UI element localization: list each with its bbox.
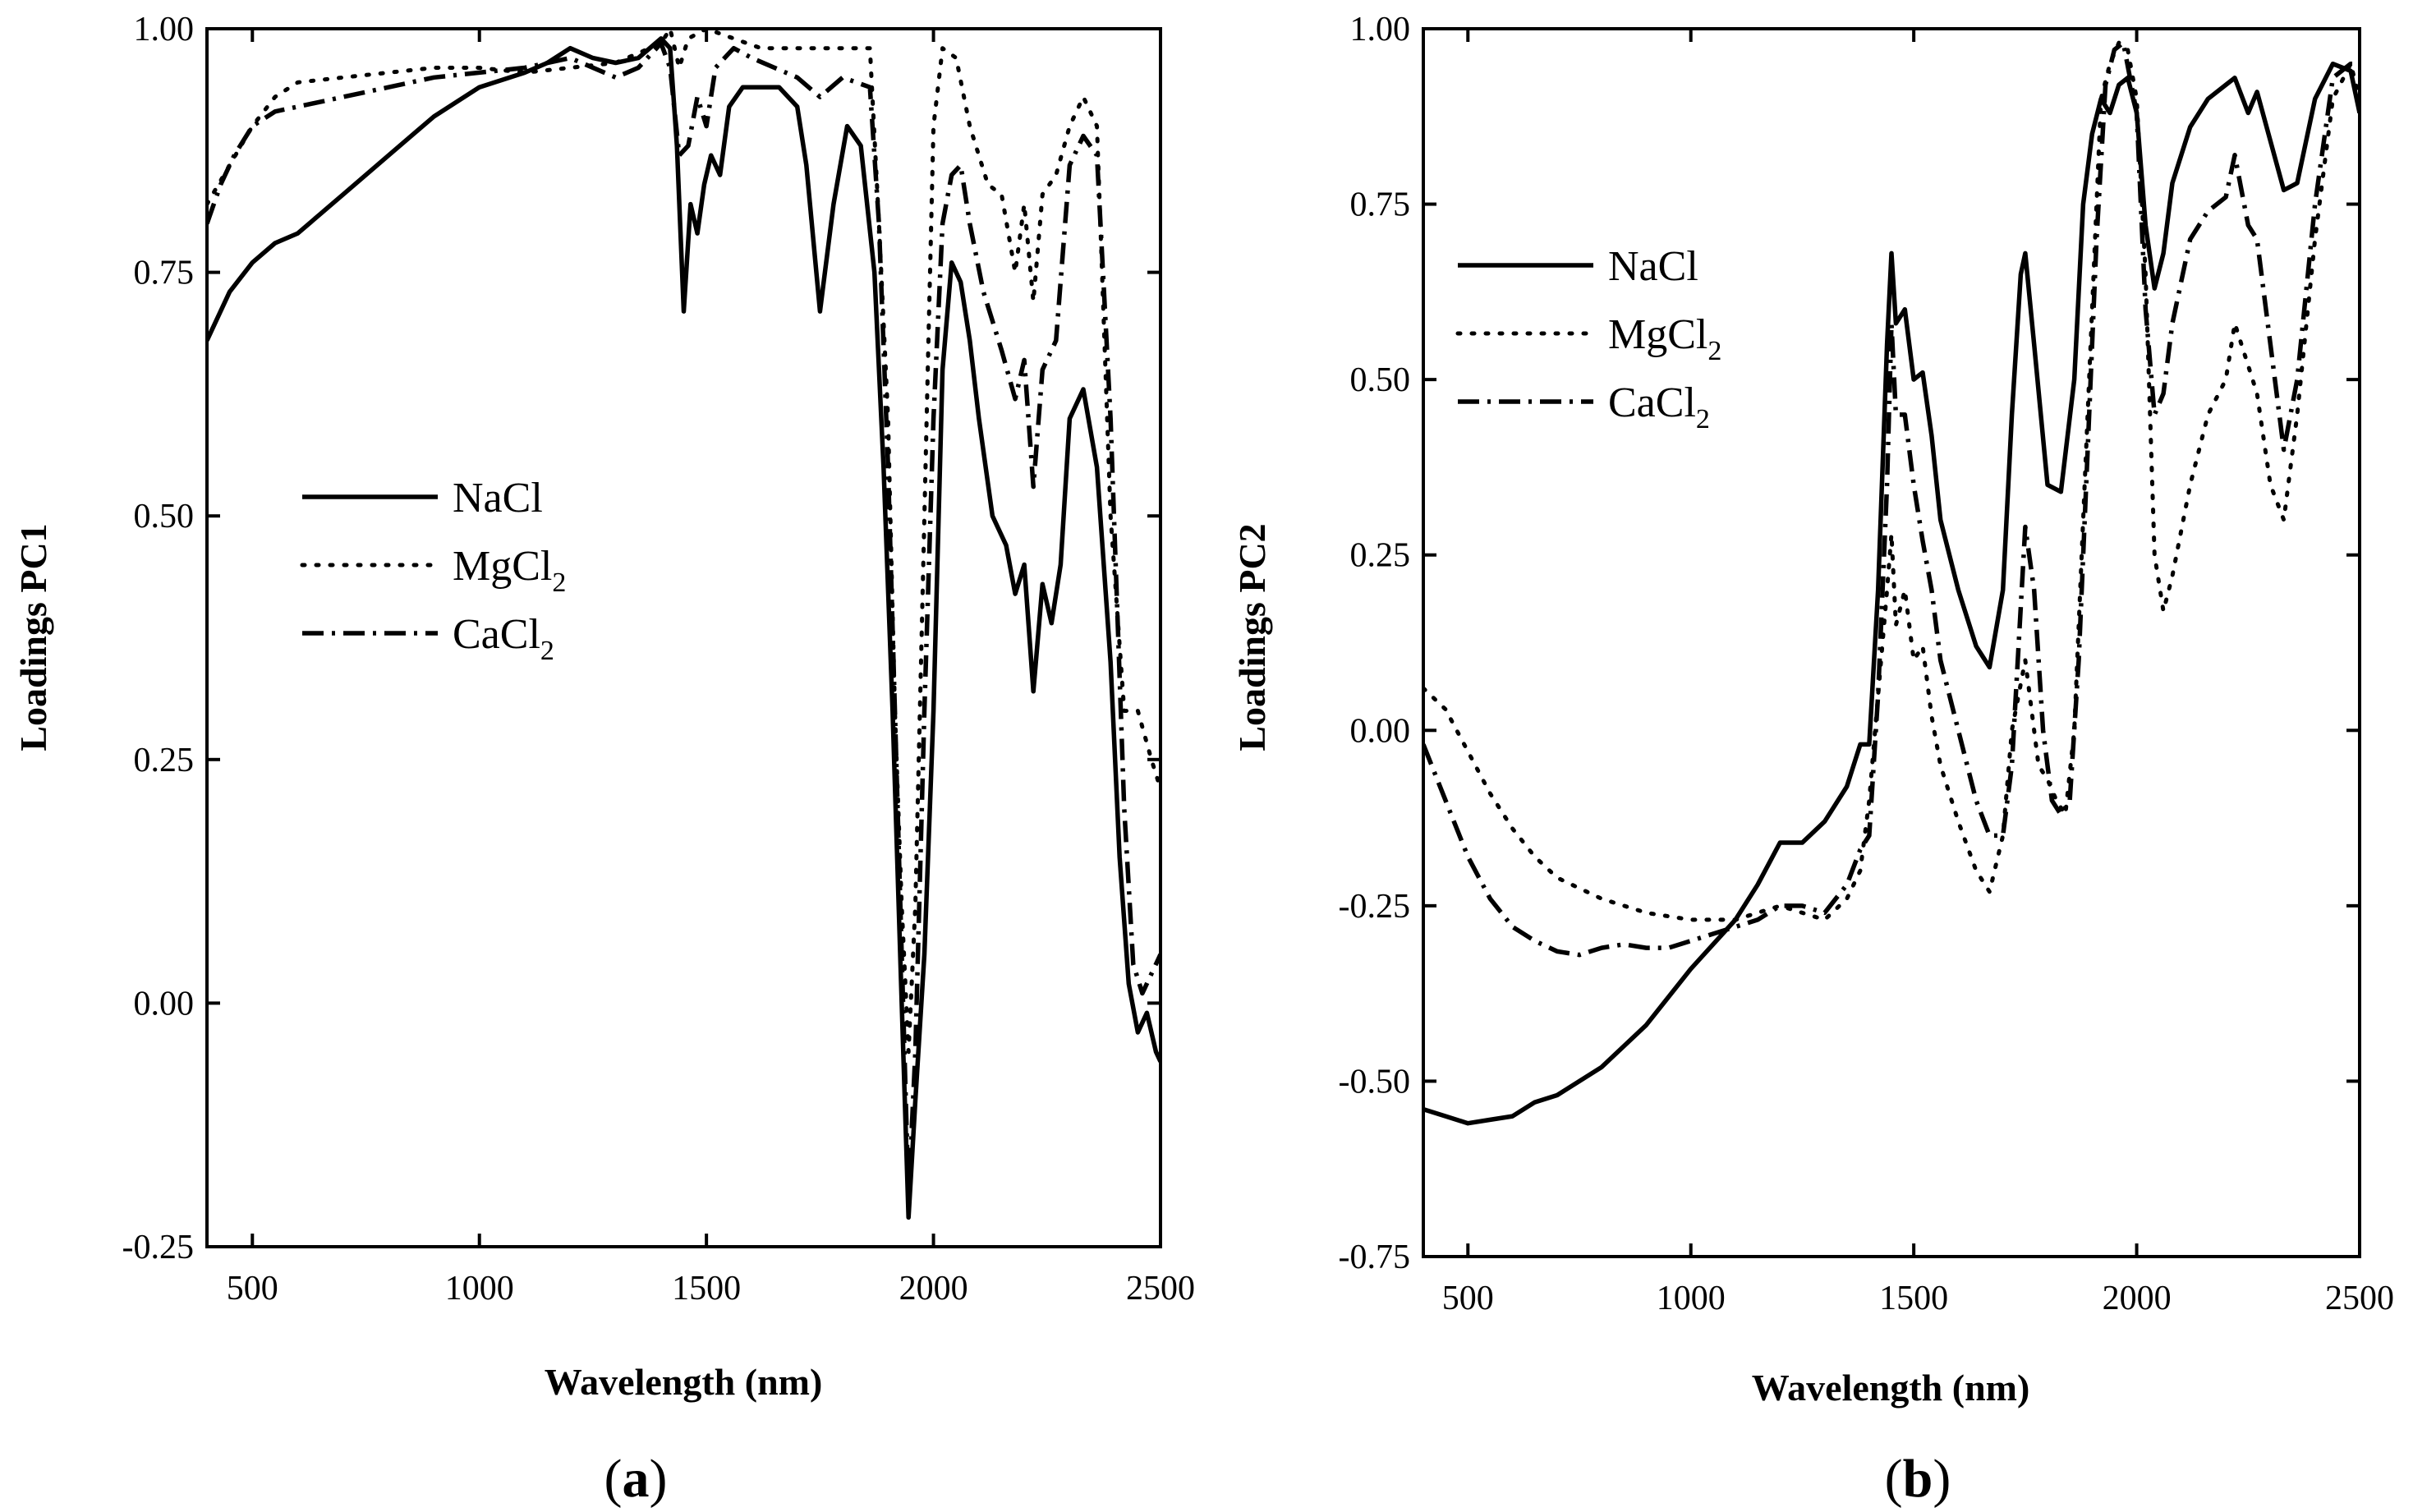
series-line-cacl2: [1423, 40, 2360, 958]
legend-label-subscript: 2: [552, 568, 566, 598]
x-tick-label: 2000: [2103, 1280, 2172, 1317]
y-tick-label: 0.50: [1350, 361, 1411, 399]
x-axis-title: Wavelength (nm): [545, 1361, 823, 1403]
y-tick-label: -0.75: [1339, 1239, 1411, 1276]
plot-frame: [205, 27, 1162, 1248]
legend-label-cacl2: CaCl2: [453, 611, 554, 666]
y-tick-label: 0.75: [134, 255, 195, 292]
legend-label-nacl: NaCl: [453, 475, 543, 522]
series-line-nacl: [207, 36, 1161, 1220]
legend-label-nacl: NaCl: [1608, 243, 1698, 290]
x-tick-label: 1000: [445, 1270, 514, 1307]
legend-label-cacl2: CaCl2: [1608, 379, 1710, 434]
legend-label-subscript: 2: [1707, 336, 1721, 366]
x-axis-title: Wavelength (nm): [1752, 1367, 2030, 1409]
x-tick-label: 500: [227, 1270, 278, 1307]
y-tick-label: 0.00: [134, 985, 195, 1023]
y-tick-label: 0.50: [134, 498, 195, 535]
series-line-mgcl2: [1423, 40, 2360, 922]
legend-label-mgcl2: MgCl2: [1608, 311, 1721, 366]
legend-label-base: MgCl: [1608, 311, 1707, 358]
y-tick-label: 0.75: [1350, 186, 1411, 224]
x-tick-label: 2000: [899, 1270, 968, 1307]
x-tick-label: 1500: [672, 1270, 741, 1307]
legend-label-mgcl2: MgCl2: [453, 543, 566, 598]
chart-panel-b: 500 1000 1500 2000 2500 -0.75 -0.50 -0.25 0.00 0.…: [1231, 11, 2394, 1509]
y-tick-label: 0.00: [1350, 712, 1411, 750]
y-axis-title: Loadings PC1: [12, 523, 54, 751]
x-tick-label: 2500: [1126, 1270, 1195, 1307]
x-tick-label: 500: [1442, 1280, 1494, 1317]
chart-panel-a: 500 1000 1500 2000 2500 -0.25 0.00 0.25 0.50 0.75…: [12, 11, 1195, 1509]
legend-label-subscript: 2: [1696, 404, 1710, 434]
y-tick-label: -0.50: [1339, 1063, 1411, 1101]
series-line-nacl: [1423, 61, 2360, 1126]
y-tick-label: 0.25: [134, 742, 195, 779]
y-tick-label: 0.25: [1350, 537, 1411, 575]
x-tick-label: 1500: [1879, 1280, 1948, 1317]
legend-label-base: CaCl: [453, 611, 540, 658]
legend-label-base: NaCl: [1608, 243, 1698, 290]
x-tick-label: 1000: [1657, 1280, 1726, 1317]
series-line-mgcl2: [207, 29, 1161, 1055]
legend-label-base: CaCl: [1608, 379, 1696, 426]
y-tick-label: 1.00: [134, 11, 195, 48]
y-tick-label: 1.00: [1350, 11, 1411, 48]
panels: 500 1000 1500 2000 2500-0.250.000.250.500.75…: [12, 11, 2394, 1509]
legend-label-subscript: 2: [540, 636, 554, 666]
panel-label: (a): [604, 1449, 668, 1509]
plot-frame: [1422, 27, 2361, 1258]
y-axis-title: Loadings PC2: [1231, 523, 1273, 751]
legend-label-base: NaCl: [453, 475, 543, 522]
y-tick-label: -0.25: [1339, 888, 1411, 926]
y-tick-label: -0.25: [122, 1229, 195, 1266]
x-tick-label: 2500: [2325, 1280, 2394, 1317]
panel-label: (b): [1885, 1449, 1951, 1509]
series-line-cacl2: [207, 41, 1161, 1201]
legend-label-base: MgCl: [453, 543, 552, 590]
